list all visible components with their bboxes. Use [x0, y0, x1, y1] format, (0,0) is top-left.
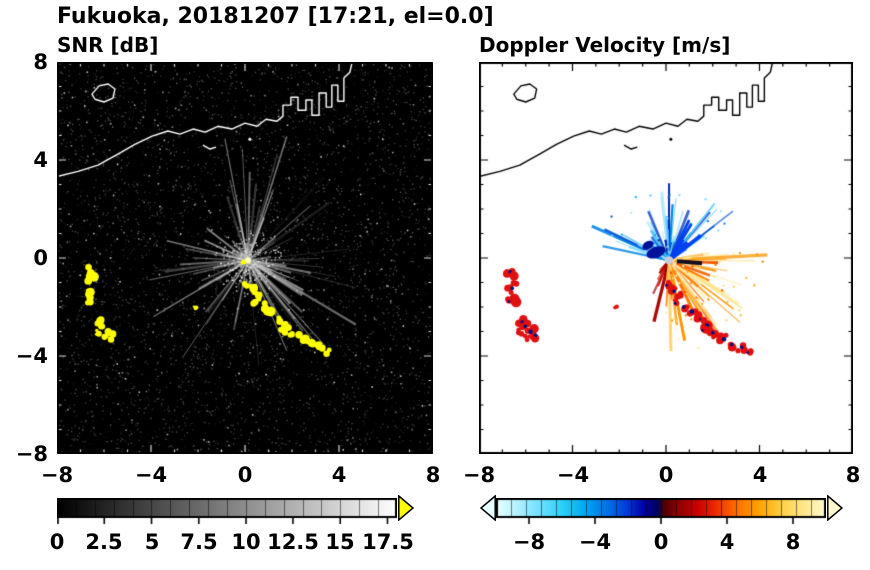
colorbar-tick-label: 15	[325, 530, 355, 554]
colorbar-tick-label: 0	[49, 530, 65, 554]
colorbar-tick-label: 2.5	[85, 530, 123, 554]
y-tick-label: −4	[15, 344, 48, 368]
y-tick-label: 4	[33, 148, 48, 172]
colorbar-tick-label: 4	[719, 530, 735, 554]
y-tick-label: −8	[15, 442, 48, 466]
velocity-colorbar-overflow-arrow-icon	[827, 495, 843, 521]
velocity-colorbar	[496, 498, 826, 526]
colorbar-tick-label: 8	[785, 530, 801, 554]
x-tick-label: 4	[331, 463, 347, 487]
x-tick-label: 0	[237, 463, 253, 487]
snr-plot-canvas	[57, 62, 433, 454]
velocity-plot-canvas	[479, 62, 853, 454]
x-tick-label: 4	[752, 463, 768, 487]
colorbar-tick-label: 12.5	[267, 530, 319, 554]
vel-panel-title: Doppler Velocity [m/s]	[479, 33, 731, 57]
y-tick-label: 0	[33, 246, 48, 270]
velocity-colorbar-underflow-arrow-icon	[480, 495, 496, 521]
x-tick-label: 8	[425, 463, 441, 487]
snr-colorbar	[57, 498, 397, 526]
colorbar-tick-label: 7.5	[180, 530, 218, 554]
snr-colorbar-overflow-arrow-icon	[398, 495, 414, 521]
figure-title: Fukuoka, 20181207 [17:21, el=0.0]	[57, 4, 494, 29]
colorbar-tick-label: −4	[578, 530, 612, 554]
x-tick-label: −4	[556, 463, 590, 487]
colorbar-tick-label: 17.5	[362, 530, 414, 554]
snr-panel-title: SNR [dB]	[57, 33, 159, 57]
colorbar-tick-label: 10	[231, 530, 261, 554]
x-tick-label: −8	[40, 463, 74, 487]
x-tick-label: 0	[658, 463, 674, 487]
colorbar-tick-label: −8	[512, 530, 546, 554]
y-tick-label: 8	[33, 50, 48, 74]
x-tick-label: 8	[845, 463, 861, 487]
colorbar-tick-label: 0	[653, 530, 669, 554]
x-tick-label: −8	[462, 463, 496, 487]
x-tick-label: −4	[134, 463, 168, 487]
colorbar-tick-label: 5	[144, 530, 160, 554]
